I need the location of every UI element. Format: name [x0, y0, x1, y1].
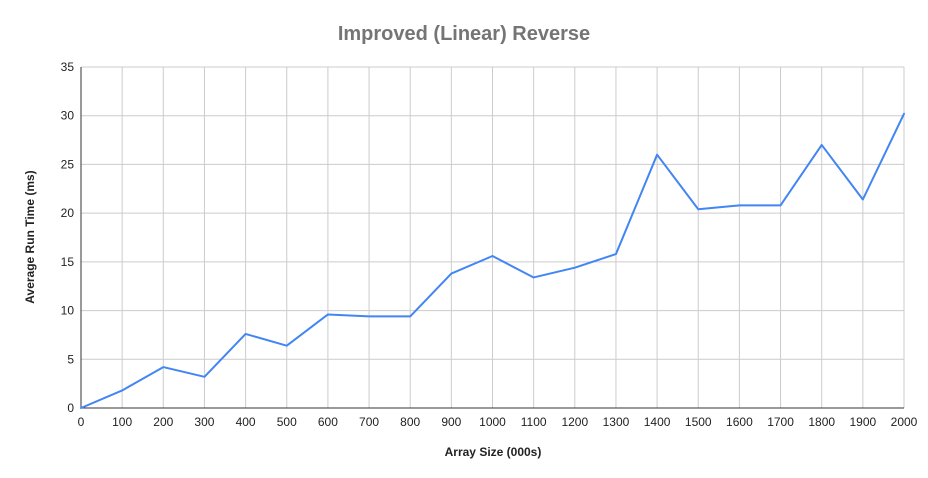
- x-tick-label: 800: [400, 415, 420, 429]
- x-tick-label: 700: [359, 415, 379, 429]
- grid-lines: [81, 66, 905, 408]
- y-tick-label: 35: [61, 60, 75, 74]
- x-axis-label: Array Size (000s): [445, 445, 542, 459]
- x-tick-label: 1200: [561, 415, 588, 429]
- x-tick-label: 600: [318, 415, 338, 429]
- x-tick-label: 300: [194, 415, 214, 429]
- axes: [80, 67, 904, 409]
- x-tick-labels: 0 100 200 300 400 500 600 700 800 900 1000 1100 1200…: [78, 415, 918, 429]
- y-tick-label: 15: [61, 255, 75, 269]
- x-tick-label: 1100: [521, 415, 547, 429]
- x-tick-label: 1400: [644, 415, 671, 429]
- x-tick-label: 400: [236, 415, 256, 429]
- x-tick-label: 0: [78, 415, 85, 429]
- y-tick-label: 0: [67, 401, 74, 415]
- y-tick-label: 25: [61, 157, 75, 171]
- x-tick-label: 1600: [726, 415, 753, 429]
- x-tick-label: 200: [153, 415, 173, 429]
- x-tick-label: 500: [277, 415, 297, 429]
- x-tick-label: 1800: [808, 415, 835, 429]
- x-tick-label: 900: [441, 415, 461, 429]
- y-tick-labels: 0 5 10 15 20 25 30 35: [61, 60, 75, 415]
- x-tick-label: 100: [112, 415, 132, 429]
- x-tick-label: 1700: [767, 415, 794, 429]
- chart-title: Improved (Linear) Reverse: [338, 23, 590, 45]
- y-tick-label: 20: [61, 206, 75, 220]
- x-tick-label: 1500: [685, 415, 712, 429]
- x-tick-label: 1000: [479, 415, 506, 429]
- y-tick-label: 30: [61, 109, 75, 123]
- y-axis-label: Average Run Time (ms): [23, 170, 37, 303]
- series-lines: [80, 112, 905, 409]
- y-tick-label: 10: [61, 304, 75, 318]
- x-tick-label: 1900: [849, 415, 876, 429]
- x-tick-label: 2000: [891, 415, 918, 429]
- series-line: [80, 112, 905, 409]
- y-tick-label: 5: [67, 352, 74, 366]
- x-tick-label: 1300: [603, 415, 630, 429]
